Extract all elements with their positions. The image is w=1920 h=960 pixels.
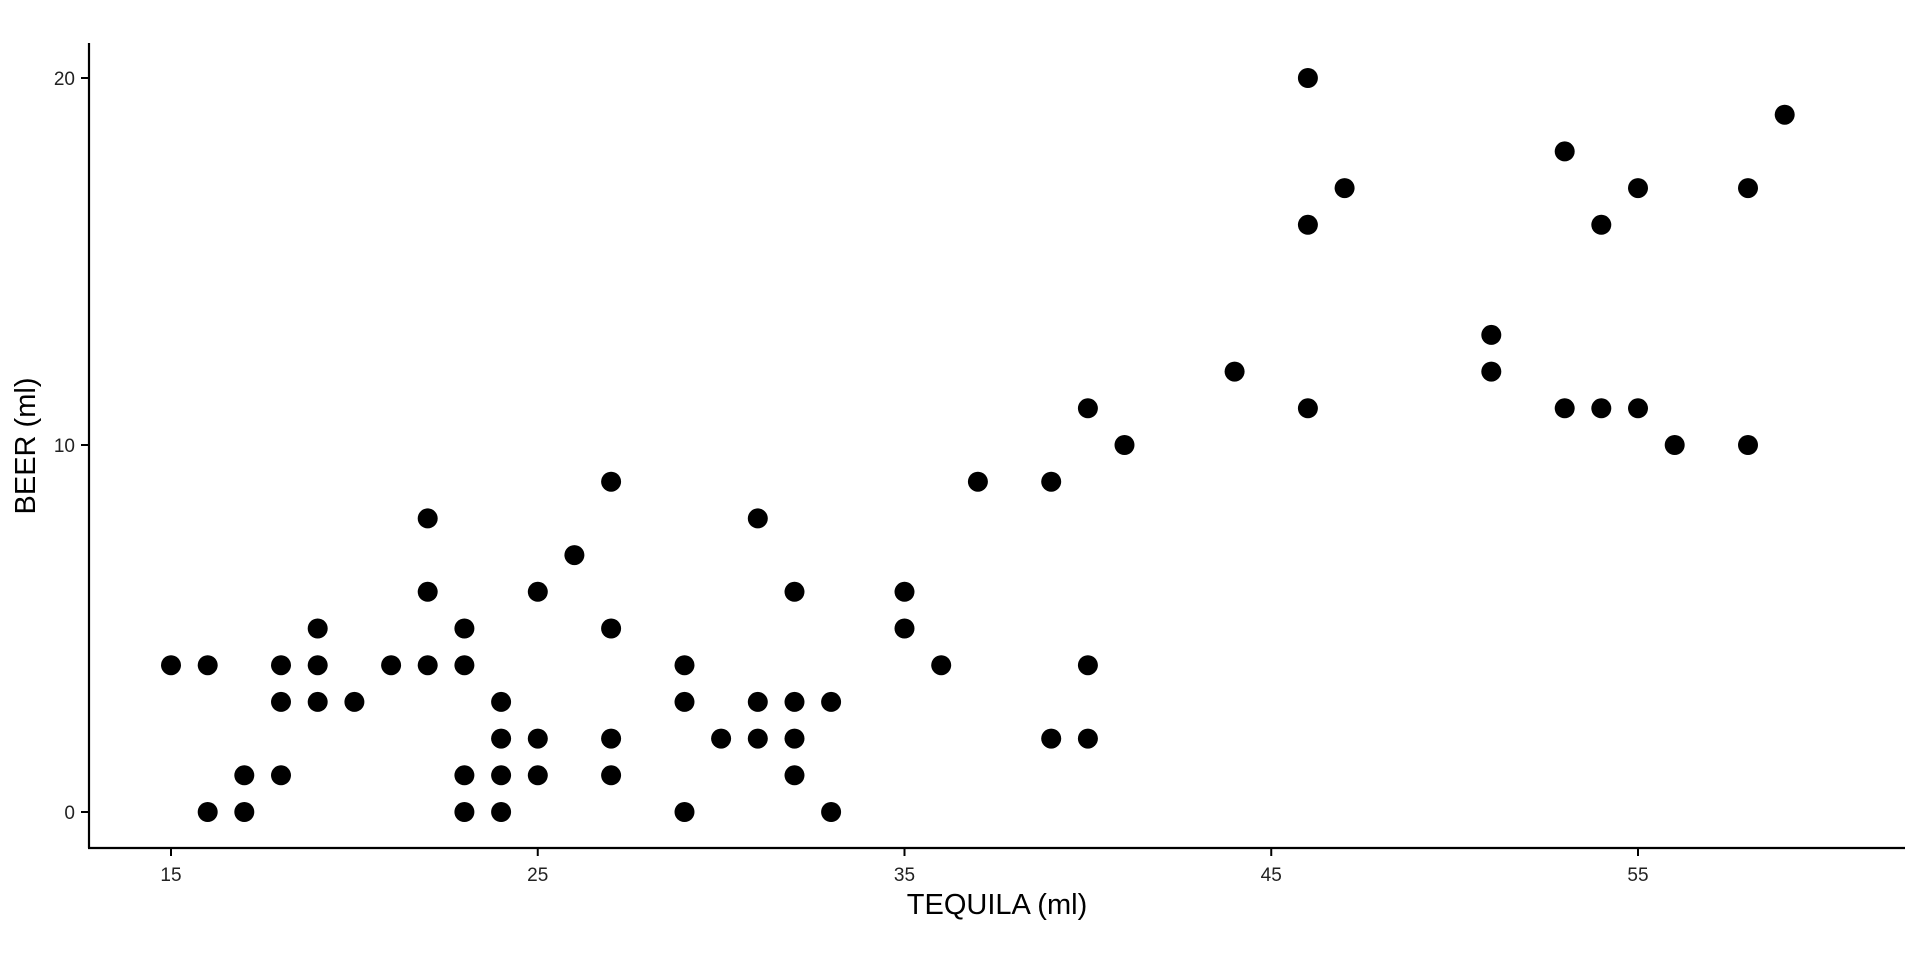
data-point [1554,141,1575,162]
x-tick-label: 15 [160,865,181,886]
data-point [1077,655,1098,676]
x-tick-label: 55 [1627,865,1648,886]
data-point [491,691,512,712]
data-point [1591,214,1612,235]
data-point [491,728,512,749]
data-point [1224,361,1245,382]
data-point [894,618,915,639]
data-point [674,802,695,822]
data-point [454,655,475,676]
data-point [1664,435,1685,455]
data-point [271,691,291,712]
data-point [1077,398,1098,419]
data-point [527,765,548,786]
y-tick-label: 10 [54,436,75,457]
data-point [307,691,328,712]
data-point [601,728,622,749]
data-point [1481,361,1502,382]
data-point [491,765,512,786]
data-point [1481,324,1502,345]
x-tick-label: 45 [1261,865,1282,886]
data-point [271,765,291,786]
data-point [417,508,438,529]
data-point [454,618,475,639]
data-point [307,618,328,639]
data-point [601,618,622,639]
data-point [1591,398,1612,419]
x-axis-ticks: 15 25 35 45 55 [160,848,1649,886]
data-point [821,802,842,822]
data-point [161,655,181,676]
data-point [454,765,475,786]
data-point [711,728,732,749]
data-point [491,802,512,822]
data-point [234,802,255,822]
data-point [454,802,475,822]
data-point [747,691,768,712]
data-point [931,655,952,676]
data-point [527,728,548,749]
data-point [1297,68,1318,88]
data-point [1628,398,1648,419]
x-axis-title: TEQUILA (ml) [907,889,1087,921]
data-point [234,765,255,786]
data-point [784,765,805,786]
y-tick-label: 20 [54,69,75,90]
data-point [417,581,438,602]
y-tick-label: 0 [64,803,75,824]
data-point [1114,435,1135,455]
data-point [821,691,842,712]
points-layer [161,68,1795,822]
data-point [1554,398,1575,419]
y-axis-title: BEER (ml) [10,378,42,515]
data-point [564,545,585,566]
data-point [1077,728,1098,749]
x-tick-label: 25 [527,865,548,886]
x-tick-label: 35 [894,865,915,886]
data-point [601,471,622,492]
data-point [784,691,805,712]
data-point [307,655,328,676]
data-point [1774,104,1795,125]
data-point [967,471,988,492]
data-point [417,655,438,676]
data-point [1738,178,1758,199]
data-point [747,508,768,529]
data-point [784,728,805,749]
data-point [674,691,695,712]
data-point [271,655,291,676]
data-point [197,802,218,822]
data-point [1628,178,1648,199]
data-point [381,655,402,676]
data-point [747,728,768,749]
data-point [1297,398,1318,419]
data-point [1041,728,1062,749]
data-point [344,691,365,712]
data-point [1297,214,1318,235]
data-point [1041,471,1062,492]
data-point [1738,435,1758,455]
y-axis-ticks: 0 10 20 [54,69,89,824]
data-point [784,581,805,602]
data-point [1334,178,1355,199]
data-point [601,765,622,786]
data-point [894,581,915,602]
data-point [527,581,548,602]
data-point [674,655,695,676]
data-point [197,655,218,676]
